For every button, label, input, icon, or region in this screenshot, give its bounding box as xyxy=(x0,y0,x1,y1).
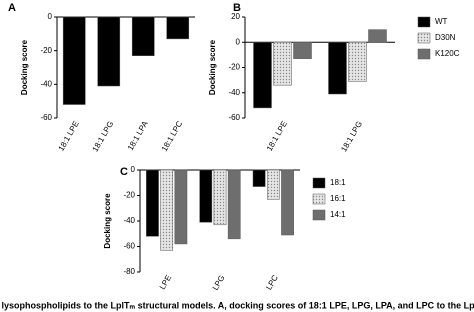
y-tick-label: -40 xyxy=(228,88,240,97)
bar xyxy=(199,169,213,223)
bar xyxy=(131,16,155,56)
x-tick-label: LPC xyxy=(264,273,280,291)
y-tick-label: -20 xyxy=(228,63,240,72)
y-tick-label: 0 xyxy=(236,37,241,46)
bar xyxy=(146,169,159,237)
y-tick-label: -80 xyxy=(123,267,135,276)
bar xyxy=(328,42,347,95)
bar xyxy=(97,16,121,87)
legend-label: 18:1 xyxy=(330,178,346,187)
x-tick-label: 18:1 LPG xyxy=(91,120,116,154)
x-tick-label: 18:1 LPE xyxy=(57,120,81,153)
x-tick-label: 18:1 LPA xyxy=(126,119,150,152)
y-tick-label: -20 xyxy=(123,191,135,200)
bar xyxy=(281,169,294,236)
caption: f lysophospholipids to the LplTₘ structu… xyxy=(0,300,474,310)
panel-label: A xyxy=(8,2,16,14)
y-tick-label: -40 xyxy=(40,79,52,88)
y-tick-label: -60 xyxy=(40,113,52,122)
bar xyxy=(174,169,188,245)
bar xyxy=(160,169,174,251)
legend-swatch xyxy=(417,32,431,44)
bar xyxy=(62,16,86,105)
x-tick-label: 18:1 LPG xyxy=(339,120,364,154)
panel-label: B xyxy=(233,2,241,14)
y-axis-label: Docking score xyxy=(208,39,217,95)
y-tick-label: -40 xyxy=(123,216,135,225)
y-tick-label: -60 xyxy=(123,242,135,251)
y-axis-label: Docking score xyxy=(20,39,29,95)
legend-label: K120C xyxy=(435,49,460,58)
y-tick-label: 0 xyxy=(48,12,53,21)
bar xyxy=(273,42,292,86)
x-tick-label: LPG xyxy=(211,274,227,292)
x-tick-label: 18:1 LPC xyxy=(160,119,185,153)
x-tick-label: 18:1 LPE xyxy=(265,120,289,153)
legend-swatch xyxy=(312,209,326,221)
y-tick-label: 0 xyxy=(131,165,136,174)
legend-label: D30N xyxy=(435,33,456,42)
bar xyxy=(348,42,367,82)
legend-label: 16:1 xyxy=(330,194,346,203)
bar xyxy=(253,42,272,109)
bar xyxy=(166,16,190,40)
legend-swatch xyxy=(417,16,431,28)
legend-label: 14:1 xyxy=(330,210,346,219)
bar xyxy=(266,169,280,200)
y-tick-label: -60 xyxy=(228,113,240,122)
bar xyxy=(227,169,241,240)
bar xyxy=(368,29,387,43)
bar xyxy=(213,169,227,226)
panel-label: C xyxy=(120,166,128,178)
y-tick-label: -20 xyxy=(40,46,52,55)
y-tick-label: 20 xyxy=(231,12,240,21)
legend-swatch xyxy=(312,177,326,189)
legend-swatch xyxy=(417,48,431,60)
y-axis-label: Docking score xyxy=(103,193,112,249)
x-tick-label: LPE xyxy=(158,274,173,292)
bar xyxy=(252,169,266,187)
legend-swatch xyxy=(312,193,326,205)
bar xyxy=(293,42,312,59)
legend-label: WT xyxy=(435,17,448,26)
